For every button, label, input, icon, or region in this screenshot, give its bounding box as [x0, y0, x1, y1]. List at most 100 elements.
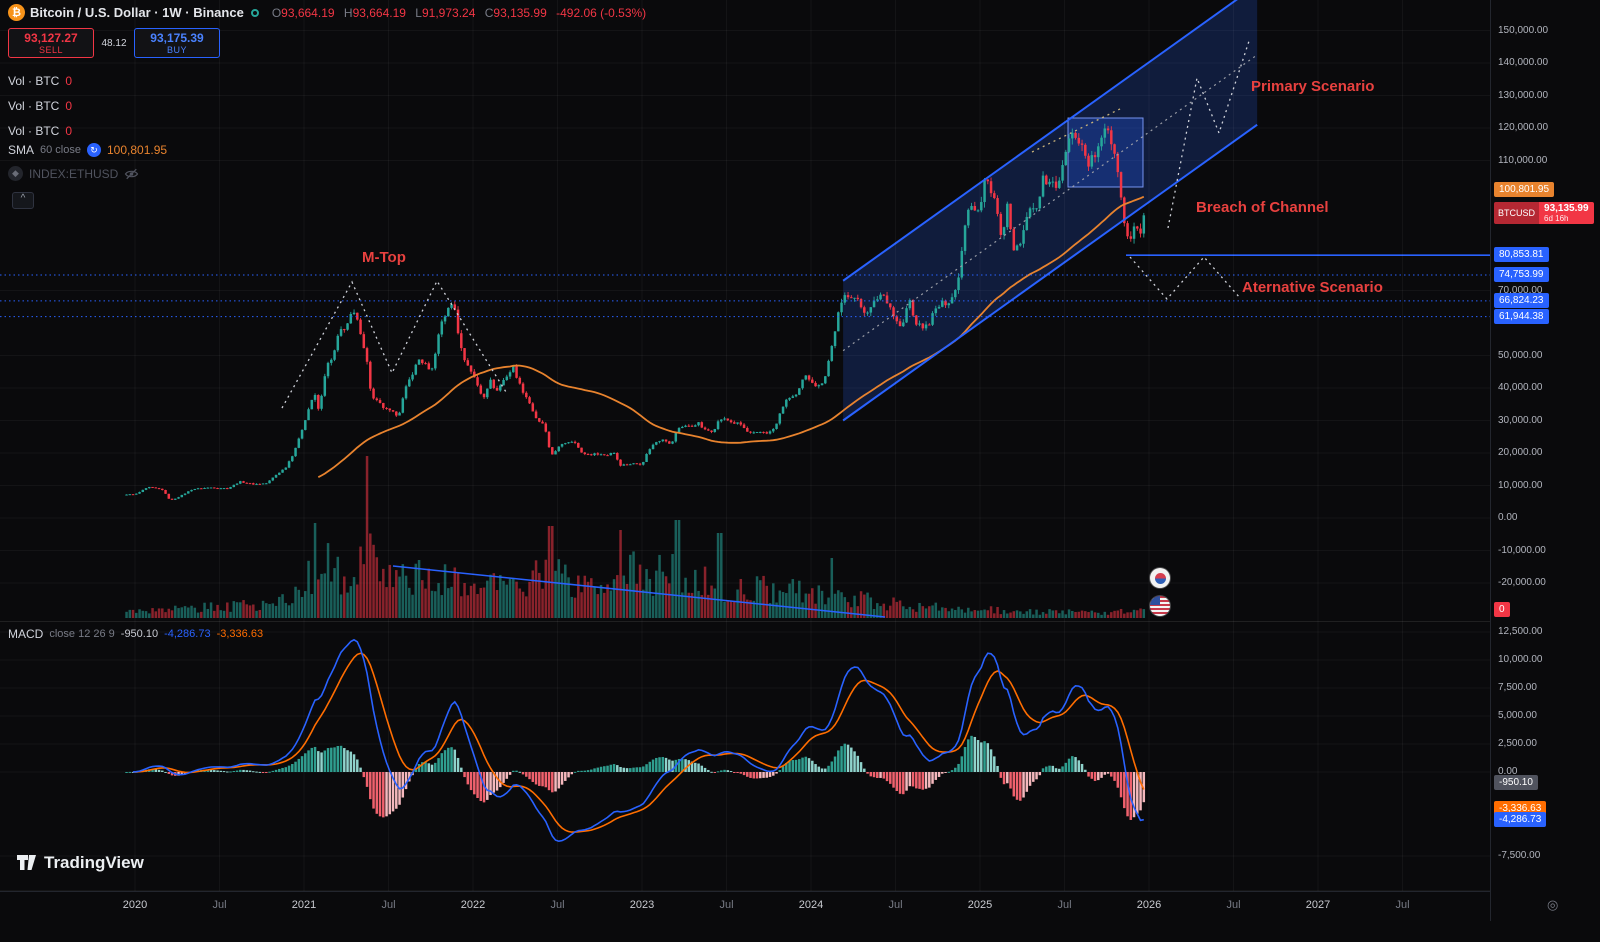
indicator-row-vol-2[interactable]: Vol · BTC 0 — [8, 93, 72, 118]
axis-tick-label: 7,500.00 — [1498, 682, 1537, 693]
axis-settings-icon[interactable]: ◎ — [1547, 897, 1559, 912]
bitcoin-icon: ₿ — [8, 4, 25, 21]
time-tick-label: 2020 — [122, 899, 148, 911]
tradingview-logo[interactable]: TradingView — [16, 852, 144, 873]
current-price: 93,135.99 — [1544, 203, 1589, 215]
time-tick-label: 2025 — [967, 899, 993, 911]
time-tick-label: Jul — [550, 899, 565, 911]
eth-symbol-label: INDEX:ETHUSD — [29, 166, 119, 181]
ohlc-readout: O93,664.19 H93,664.19 L91,973.24 C93,135… — [266, 6, 646, 20]
symbol-title-row[interactable]: ₿ Bitcoin / U.S. Dollar · 1W · Binance O… — [8, 4, 646, 21]
axis-tick-label: -7,500.00 — [1498, 850, 1541, 861]
vol-value: 0 — [65, 123, 73, 138]
open-label: O — [271, 5, 282, 20]
indicator-row-vol-3[interactable]: Vol · BTC 0 — [8, 118, 72, 143]
symbol-tag: BTCUSD — [1494, 202, 1540, 225]
market-status-icon — [250, 8, 259, 17]
buy-button[interactable]: 93,175.39 BUY — [134, 28, 220, 58]
indicator-row-vol-1[interactable]: Vol · BTC 0 — [8, 68, 72, 93]
current-price-badge: BTCUSD 93,135.99 6d 16h — [1494, 202, 1594, 225]
axis-tick-label: 0.00 — [1498, 766, 1518, 777]
volume-indicator-rows: Vol · BTC 0 Vol · BTC 0 Vol · BTC 0 — [8, 68, 72, 143]
sma-value: 100,801.95 — [107, 143, 168, 157]
macd-hist-value: -950.10 — [120, 628, 159, 640]
axis-tick-label: 0.00 — [1498, 512, 1518, 523]
axis-tick-label: 2,500.00 — [1498, 738, 1537, 749]
sell-price: 93,127.27 — [24, 30, 78, 45]
axis-tick-label: 40,000.00 — [1498, 382, 1543, 393]
legend-collapse-button[interactable]: ^ — [12, 192, 34, 209]
price-level-badge: -4,286.73 — [1494, 812, 1547, 827]
indicator-update-icon[interactable]: ↻ — [87, 143, 101, 157]
close-value: 93,135.99 — [493, 5, 547, 20]
sell-button[interactable]: 93,127.27 SELL — [8, 28, 94, 58]
annotation-text[interactable]: Breach of Channel — [1196, 199, 1329, 216]
price-level-badge: 74,753.99 — [1494, 267, 1549, 283]
vol-value: 0 — [65, 98, 73, 113]
macd-label: MACD — [8, 627, 44, 641]
open-value: 93,664.19 — [281, 5, 335, 20]
time-tick-label: Jul — [888, 899, 903, 911]
price-level-badge: 0 — [1494, 602, 1510, 617]
macd-line-value: -4,286.73 — [164, 628, 211, 640]
axis-tick-label: 70,000.00 — [1498, 284, 1543, 296]
trade-panel: 93,127.27 SELL 48.12 93,175.39 BUY — [8, 28, 220, 58]
spread-value: 48.12 — [101, 37, 127, 49]
event-flag-korea-icon[interactable] — [1150, 568, 1170, 588]
high-value: 93,664.19 — [352, 5, 406, 20]
axis-tick-label: 30,000.00 — [1498, 414, 1543, 426]
axis-tick-label: 10,000.00 — [1498, 654, 1543, 665]
time-tick-label: 2024 — [798, 899, 824, 911]
annotation-text[interactable]: Aternative Scenario — [1242, 279, 1383, 296]
buy-price: 93,175.39 — [150, 30, 204, 45]
time-tick-label: 2026 — [1136, 899, 1162, 911]
axis-tick-label: 5,000.00 — [1498, 710, 1537, 721]
eth-indicator-row[interactable]: ◆ INDEX:ETHUSD — [8, 166, 139, 181]
time-tick-label: 2023 — [629, 899, 655, 911]
time-tick-label: Jul — [1395, 899, 1410, 911]
event-flag-usa-icon[interactable] — [1150, 596, 1170, 616]
price-level-badge: 100,801.95 — [1494, 182, 1555, 198]
axis-tick-label: 150,000.00 — [1498, 24, 1549, 36]
sma-params: 60 close — [40, 144, 81, 156]
vol-label: Vol · BTC — [8, 73, 60, 88]
time-axis[interactable]: 2020 Jul 2021 Jul 2022 Jul 2023 Jul 2024 Jul 2025 J… — [0, 891, 1600, 922]
axis-tick-label: 140,000.00 — [1498, 57, 1549, 68]
symbol-title[interactable]: Bitcoin / U.S. Dollar · 1W · Binance — [30, 5, 244, 20]
vol-label: Vol · BTC — [8, 123, 60, 138]
annotation-text[interactable]: Primary Scenario — [1251, 78, 1375, 95]
macd-indicator-row[interactable]: MACD close 12 26 9 -950.10 -4,286.73 -3,… — [8, 627, 263, 641]
time-tick-label: 2022 — [460, 899, 486, 911]
close-label: C — [484, 5, 494, 20]
price-level-badge: 80,853.81 — [1494, 247, 1549, 263]
time-tick-label: Jul — [212, 899, 227, 911]
buy-label: BUY — [166, 44, 187, 55]
macd-signal-value: -3,336.63 — [216, 628, 264, 640]
bar-countdown: 6d 16h — [1544, 214, 1569, 224]
sma-label: SMA — [8, 143, 35, 157]
price-axis[interactable]: 150,000.00 140,000.00 130,000.00 120,000.00… — [1490, 0, 1600, 921]
axis-tick-label: 50,000.00 — [1498, 349, 1543, 361]
macd-params: close 12 26 9 — [49, 628, 115, 640]
axis-tick-label: 130,000.00 — [1498, 89, 1549, 101]
axis-tick-label: 10,000.00 — [1498, 479, 1543, 491]
axis-tick-label: 110,000.00 — [1498, 154, 1548, 166]
symbol-legend: ₿ Bitcoin / U.S. Dollar · 1W · Binance O… — [8, 4, 646, 21]
time-tick-label: Jul — [719, 899, 734, 911]
axis-tick-label: -20,000.00 — [1498, 577, 1546, 588]
time-tick-label: 2021 — [291, 899, 317, 911]
axis-tick-label: 120,000.00 — [1498, 122, 1549, 133]
annotation-text[interactable]: M-Top — [362, 249, 406, 266]
eye-off-icon[interactable] — [124, 168, 139, 180]
sell-label: SELL — [38, 44, 64, 55]
time-tick-label: Jul — [1057, 899, 1072, 911]
tradingview-logo-text: TradingView — [44, 852, 144, 872]
sma-indicator-row[interactable]: SMA 60 close ↻ 100,801.95 — [8, 143, 167, 157]
time-tick-label: Jul — [381, 899, 396, 911]
change-value: -492.06 (-0.53%) — [556, 5, 647, 20]
axis-tick-label: -10,000.00 — [1498, 544, 1546, 556]
vol-value: 0 — [65, 73, 73, 88]
vol-label: Vol · BTC — [8, 98, 60, 113]
